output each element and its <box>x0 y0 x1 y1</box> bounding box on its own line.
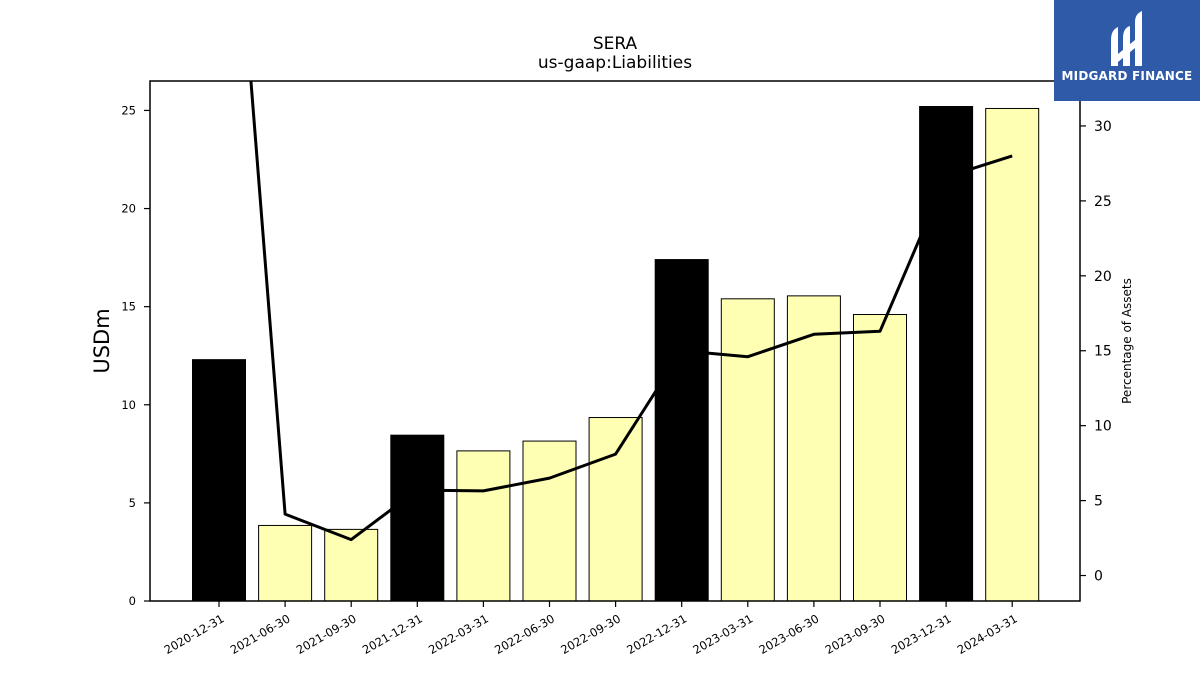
x-tick-label: 2023-06-30 <box>757 611 822 657</box>
bar <box>588 417 643 602</box>
series-line <box>249 81 1013 542</box>
y2-tick-label: 30 <box>1094 119 1112 135</box>
y-tick-label: 5 <box>129 496 136 510</box>
y2-axis-label: Percentage of Assets <box>1120 278 1134 404</box>
y-tick-label: 15 <box>121 300 136 314</box>
bar <box>456 450 511 602</box>
x-tick-label: 2024-03-31 <box>955 611 1020 657</box>
y-tick-label: 20 <box>121 202 136 216</box>
x-tick-label: 2020-12-31 <box>162 611 227 657</box>
x-tick-label: 2022-03-31 <box>426 611 491 657</box>
x-tick-label: 2023-09-30 <box>823 611 888 657</box>
bar <box>258 524 313 602</box>
y2-tick-label: 15 <box>1094 344 1112 360</box>
bar <box>985 107 1040 602</box>
y-tick-label: 10 <box>121 398 136 412</box>
x-tick-label: 2021-09-30 <box>294 611 359 657</box>
bar <box>390 434 445 602</box>
logo-mark-icon <box>1111 11 1142 66</box>
y2-tick-label: 0 <box>1094 569 1103 585</box>
bar <box>720 298 775 602</box>
y2-axis: 0 5 10 15 20 25 30 <box>1080 119 1112 585</box>
chart-title: SERA <box>593 34 638 54</box>
y2-tick-label: 20 <box>1094 269 1112 285</box>
logo-text: MIDGARD FINANCE <box>1061 69 1193 83</box>
y-tick-label: 25 <box>121 103 136 117</box>
x-tick-label: 2022-09-30 <box>558 611 623 657</box>
bar-group <box>192 106 1040 602</box>
logo: MIDGARD FINANCE <box>1054 0 1200 101</box>
line-group <box>249 81 1013 542</box>
y2-tick-label: 5 <box>1094 494 1103 510</box>
x-tick-label: 2023-12-31 <box>889 611 954 657</box>
x-tick-label: 2022-12-31 <box>624 611 689 657</box>
x-axis: 2020-12-31 2021-06-30 2021-09-30 2021-12-31… <box>162 601 1020 657</box>
y2-tick-label: 10 <box>1094 419 1112 435</box>
bar <box>654 259 709 602</box>
bar <box>192 359 246 602</box>
chart-subtitle: us-gaap:Liabilities <box>538 53 692 73</box>
bar <box>919 106 974 602</box>
bar <box>786 295 841 602</box>
bar <box>853 314 907 602</box>
bar <box>324 528 379 602</box>
bar <box>522 440 577 602</box>
y-axis: 0 5 10 15 20 25 <box>121 103 150 608</box>
y-tick-label: 0 <box>129 594 136 608</box>
y-axis-label: USDm <box>90 308 114 373</box>
x-tick-label: 2021-12-31 <box>360 611 425 657</box>
x-tick-label: 2022-06-30 <box>492 611 557 657</box>
x-tick-label: 2021-06-30 <box>228 611 293 657</box>
y2-tick-label: 25 <box>1094 194 1112 210</box>
x-tick-label: 2023-03-31 <box>690 611 755 657</box>
